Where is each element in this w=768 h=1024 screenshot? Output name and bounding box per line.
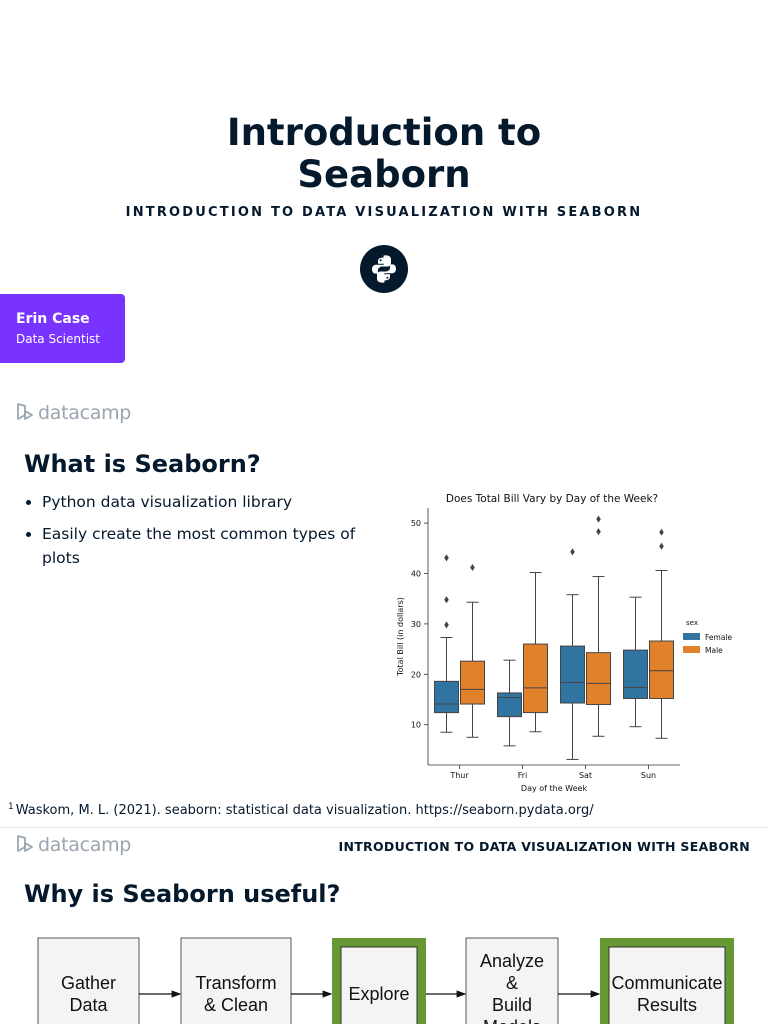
flow-step-box [180, 937, 292, 1024]
box-male [586, 652, 611, 706]
outlier-point [596, 528, 601, 536]
legend-swatch [683, 646, 700, 653]
python-logo-icon [360, 245, 408, 293]
flow-step: Analyze&Build Models [465, 937, 559, 1024]
bullet-dot [26, 532, 31, 537]
y-tick-label: 40 [411, 570, 421, 579]
legend-title: sex [686, 619, 698, 627]
flow-step-label: Build [492, 995, 532, 1015]
outlier-point [596, 515, 601, 523]
datacamp-wordmark: datacamp [38, 402, 132, 424]
footnote-text: Waskom, M. L. (2021). seaborn: statistic… [15, 803, 594, 818]
flow-step: Explore [332, 938, 426, 1024]
flow-step-box [608, 946, 726, 1024]
outlier-point [570, 548, 575, 556]
outlier-point [659, 542, 664, 550]
box-male [523, 643, 548, 714]
x-tick-label: Fri [518, 771, 528, 780]
why-seaborn-useful-slide: datacamp INTRODUCTION TO DATA VISUALIZAT… [0, 828, 768, 1024]
legend-label: Female [705, 633, 733, 642]
box-female [497, 692, 522, 718]
title-slide: Introduction to Seaborn INTRODUCTION TO … [0, 0, 768, 390]
x-tick-label: Thur [449, 771, 469, 780]
bullet-dot [26, 500, 31, 505]
course-subtitle: INTRODUCTION TO DATA VISUALIZATION WITH … [125, 205, 643, 220]
flow-step-label: Data [69, 995, 108, 1015]
flow-step-label: Communicate [611, 973, 722, 993]
datacamp-logo: datacamp [16, 402, 131, 424]
author-card: Erin Case Data Scientist [0, 294, 125, 363]
outlier-point [444, 554, 449, 562]
flow-step-label: Gather [61, 973, 116, 993]
total-bill-boxplot: Does Total Bill Vary by Day of the Week?… [396, 493, 733, 793]
flow-step: Transform& Clean [180, 937, 292, 1024]
bullet-list: Python data visualization library Easily… [24, 490, 364, 578]
slide-heading: Why is Seaborn useful? [24, 880, 341, 908]
flow-step-label: Models [483, 1017, 541, 1024]
flow-step-label: Analyze [480, 951, 544, 971]
y-tick-label: 10 [411, 721, 421, 730]
author-role: Data Scientist [16, 332, 100, 346]
footnote-number: 1 [8, 802, 14, 812]
outlier-point [444, 621, 449, 629]
box-male [649, 640, 674, 699]
legend-swatch [683, 633, 700, 640]
flow-step-label: Transform [195, 973, 276, 993]
outlier-point [470, 563, 475, 571]
box-male [460, 660, 485, 705]
flow-step-label: & Clean [204, 995, 268, 1015]
datacamp-logo: datacamp [16, 834, 131, 856]
flow-step-box [340, 946, 418, 1024]
y-tick-label: 20 [411, 670, 421, 679]
slide-heading: What is Seaborn? [24, 450, 261, 478]
x-tick-label: Sun [641, 771, 656, 780]
title-line-2: Seaborn [297, 153, 471, 196]
y-tick-label: 50 [411, 519, 421, 528]
footnote: 1 Waskom, M. L. (2021). seaborn: statisti… [8, 802, 594, 818]
y-axis-label: Total Bill (in dollars) [396, 597, 405, 677]
flow-step-box [465, 937, 559, 1024]
what-is-seaborn-slide: datacamp What is Seaborn? Python data vi… [0, 390, 768, 828]
x-tick-label: Sat [579, 771, 592, 780]
box-female [560, 645, 585, 704]
box-female [434, 680, 459, 714]
course-header: INTRODUCTION TO DATA VISUALIZATION WITH … [338, 839, 750, 854]
title-line-1: Introduction to [226, 111, 542, 154]
datacamp-mark-icon [17, 835, 33, 852]
x-axis-label: Day of the Week [521, 784, 588, 793]
flow-step-label: & [506, 973, 518, 993]
bullet-item: Easily create the most common types of p… [24, 522, 364, 570]
datacamp-wordmark: datacamp [38, 834, 132, 856]
box-female [623, 649, 648, 699]
outlier-point [659, 528, 664, 536]
chart-title: Does Total Bill Vary by Day of the Week? [446, 493, 658, 505]
legend-label: Male [705, 646, 723, 655]
flow-step-box [37, 937, 140, 1024]
flow-step-label: Explore [348, 984, 409, 1004]
datacamp-mark-icon [17, 403, 33, 420]
y-tick-label: 30 [411, 620, 421, 629]
outlier-point [444, 596, 449, 604]
bullet-item: Python data visualization library [24, 490, 364, 514]
flow-step-label: Results [637, 995, 697, 1015]
author-name: Erin Case [16, 311, 90, 327]
slide-title: Introduction to Seaborn [0, 112, 768, 196]
slide-divider [0, 827, 768, 828]
